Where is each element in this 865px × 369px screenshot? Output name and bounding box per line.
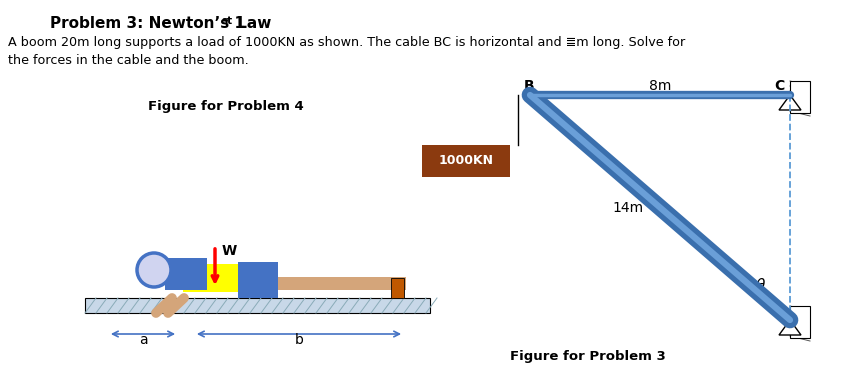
Bar — [238, 262, 278, 298]
Circle shape — [137, 253, 171, 287]
Text: Problem 3: Newton’s 1: Problem 3: Newton’s 1 — [50, 16, 245, 31]
Text: b: b — [295, 333, 304, 347]
Text: Law: Law — [232, 16, 272, 31]
Bar — [422, 145, 510, 177]
Bar — [391, 278, 404, 298]
Text: B: B — [524, 79, 535, 93]
Bar — [165, 258, 207, 290]
Bar — [790, 81, 810, 113]
Bar — [790, 306, 810, 338]
Bar — [183, 264, 275, 292]
Text: 1000KN: 1000KN — [439, 155, 494, 168]
Text: A boom 20m long supports a load of 1000KN as shown. The cable BC is horizontal a: A boom 20m long supports a load of 1000K… — [8, 36, 685, 49]
Text: 8m: 8m — [649, 79, 671, 93]
Text: st: st — [222, 16, 234, 26]
Text: W: W — [222, 244, 237, 258]
Text: Figure for Problem 4: Figure for Problem 4 — [148, 100, 304, 113]
Text: θ: θ — [755, 277, 765, 293]
Text: Figure for Problem 3: Figure for Problem 3 — [510, 350, 666, 363]
Bar — [85, 298, 430, 313]
Polygon shape — [779, 320, 801, 335]
Text: a: a — [138, 333, 147, 347]
Text: 14m: 14m — [612, 200, 644, 214]
Polygon shape — [779, 95, 801, 110]
Bar — [178, 277, 406, 290]
Text: C: C — [774, 79, 785, 93]
Text: the forces in the cable and the boom.: the forces in the cable and the boom. — [8, 54, 249, 67]
